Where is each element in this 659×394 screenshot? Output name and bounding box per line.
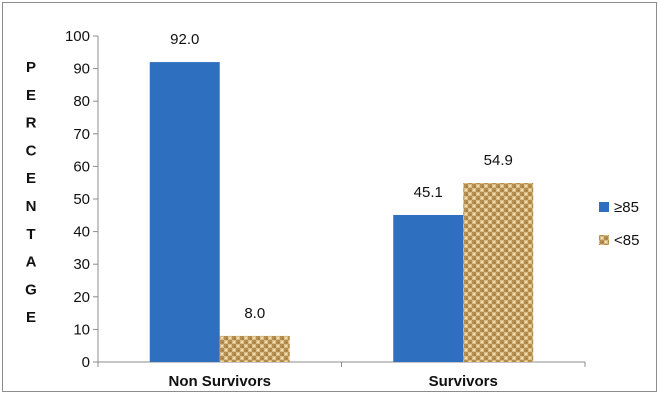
legend-label: <85	[614, 232, 639, 249]
data-label: 54.9	[484, 152, 513, 169]
y-axis-title-letter: R	[26, 115, 37, 132]
legend-swatch	[599, 202, 609, 212]
y-tick-label: 40	[73, 224, 90, 241]
legend: ≥85 <85	[599, 199, 639, 249]
bars	[149, 62, 534, 363]
y-tick-label: 50	[73, 191, 90, 208]
y-tick-label: 60	[73, 158, 90, 175]
y-tick-label: 20	[73, 289, 90, 306]
bar-ge85	[393, 214, 464, 362]
y-axis-title-letter: P	[26, 59, 36, 76]
y-tick-label: 70	[73, 126, 90, 143]
bar-lt85	[219, 335, 290, 362]
y-tick-label: 100	[65, 28, 90, 45]
y-axis-title-letter: E	[26, 309, 36, 326]
bar-ge85	[149, 62, 220, 363]
legend-swatch	[599, 235, 609, 245]
x-axis-categories: Non Survivors Survivors	[168, 373, 497, 390]
y-axis-title-letter: E	[26, 170, 36, 187]
y-tick-label: 80	[73, 93, 90, 110]
data-labels: 92.0 8.0 45.1 54.9	[170, 31, 513, 322]
data-label: 45.1	[414, 184, 443, 201]
y-axis-title-letter: C	[26, 142, 37, 159]
category-label: Non Survivors	[168, 373, 271, 390]
y-axis-title-letter: E	[26, 87, 36, 104]
y-axis-title-letter: N	[26, 198, 37, 215]
bar-lt85	[463, 183, 534, 362]
y-tick-label: 0	[82, 354, 90, 371]
category-label: Survivors	[429, 373, 498, 390]
data-label: 8.0	[244, 305, 265, 322]
data-label: 92.0	[170, 31, 199, 48]
y-axis-title-letter: G	[25, 281, 37, 298]
y-tick-label: 90	[73, 61, 90, 78]
y-axis-title-letter: A	[26, 254, 37, 271]
legend-label: ≥85	[614, 199, 639, 216]
y-tick-label: 10	[73, 321, 90, 338]
y-tick-label: 30	[73, 256, 90, 273]
y-axis-title-letter: T	[26, 226, 35, 243]
y-axis-ticks: 0 10 20 30 40 50 60 70 80 90 100	[65, 28, 98, 371]
